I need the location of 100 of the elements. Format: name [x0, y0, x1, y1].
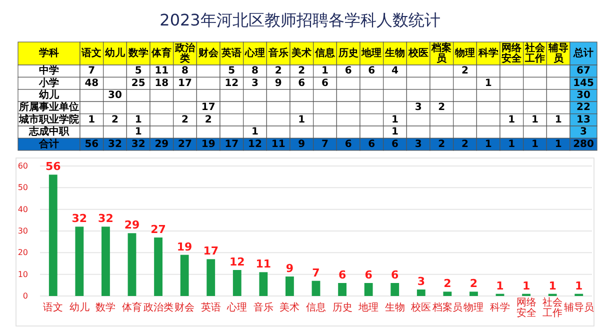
x-tick-label: 科学	[490, 302, 510, 314]
data-label: 1	[252, 126, 259, 138]
data-label: 6	[364, 268, 373, 282]
data-label: 12	[224, 78, 239, 89]
x-tick-label: 体育	[150, 47, 172, 59]
data-label: 17	[224, 138, 239, 150]
data-label: 6	[338, 268, 346, 282]
data-label: 8	[252, 66, 259, 77]
data-label: 2	[298, 66, 306, 77]
data-label: 6	[368, 66, 376, 77]
bar	[154, 238, 162, 296]
y-tick-label: 20	[18, 248, 28, 258]
data-label: 4	[392, 66, 399, 77]
data-label: 1	[392, 126, 399, 138]
x-tick-label: 心理	[244, 47, 265, 59]
bar	[286, 276, 294, 296]
data-label: 25	[131, 78, 146, 89]
data-label: 29	[124, 218, 140, 232]
data-label: 1	[532, 114, 539, 126]
data-label: 27	[178, 138, 192, 150]
x-tick-label: 英语	[200, 302, 221, 314]
x-tick-label: 校医	[410, 302, 432, 314]
data-label: 13	[576, 114, 590, 126]
data-label: 32	[98, 212, 114, 226]
y-tick-label: 所属事业单位	[18, 101, 79, 114]
y-tick-label: 小学	[38, 76, 59, 89]
x-tick-label: 政治类	[143, 302, 174, 314]
data-label: 1	[554, 138, 562, 150]
x-tick-label: 美术	[280, 302, 300, 314]
chart-title: 2023年河北区教师招聘各学科人数统计	[160, 10, 440, 30]
data-label: 3	[414, 138, 422, 150]
data-label: 32	[72, 212, 88, 226]
bar	[443, 292, 452, 296]
x-tick-label: 心理	[226, 302, 248, 314]
x-tick-label: 财会	[174, 302, 195, 314]
data-label: 2	[462, 138, 469, 150]
x-tick-label: 历史	[332, 302, 352, 314]
data-label: 1	[392, 114, 399, 126]
y-tick-label: 0	[22, 292, 28, 300]
data-label: 11	[154, 66, 169, 77]
data-label: 3	[417, 275, 425, 288]
x-tick-label: 音乐	[267, 47, 288, 59]
data-label: 1	[522, 279, 530, 292]
data-label: 1	[575, 279, 583, 292]
y-tick-label: 50	[18, 183, 28, 192]
x-tick-label: 地理	[360, 47, 382, 59]
y-tick-label: 40	[18, 204, 28, 214]
data-label: 1	[134, 114, 142, 126]
x-tick-label: 物理	[454, 47, 475, 59]
data-label: 67	[576, 66, 590, 77]
bar	[128, 233, 136, 296]
data-label: 56	[84, 138, 99, 150]
data-label: 29	[154, 138, 169, 150]
data-label: 27	[150, 223, 166, 236]
x-tick-label: 数学	[96, 302, 116, 314]
bar	[416, 290, 426, 296]
data-label: 12	[248, 138, 262, 150]
data-label: 17	[178, 78, 192, 89]
data-label: 9	[298, 138, 306, 150]
x-tick-label: 社会工作	[542, 296, 563, 319]
data-label: 7	[88, 66, 96, 77]
data-label: 1	[496, 279, 504, 292]
data-label: 9	[274, 78, 282, 89]
bar	[390, 283, 400, 296]
x-tick-label: 美术	[290, 47, 313, 59]
data-label: 6	[368, 138, 376, 150]
data-label: 32	[108, 138, 122, 150]
bar	[180, 254, 189, 296]
bar	[470, 292, 478, 296]
x-tick-label: 幼儿	[104, 47, 126, 59]
bar	[206, 259, 216, 296]
data-label: 56	[45, 160, 62, 174]
data-label: 8	[182, 66, 189, 77]
data-label: 17	[203, 244, 219, 258]
x-tick-label: 体育	[122, 302, 142, 314]
x-tick-label: 总计	[572, 47, 594, 59]
data-label: 30	[108, 90, 122, 101]
data-label: 1	[484, 78, 492, 89]
x-tick-label: 辅导员	[564, 302, 594, 314]
bar	[48, 174, 58, 296]
data-label: 3	[252, 78, 259, 89]
data-label: 32	[131, 138, 146, 150]
data-label: 5	[228, 66, 236, 77]
data-label: 2	[274, 66, 282, 77]
data-label: 6	[344, 66, 352, 77]
y-axis-title: 学科	[39, 47, 59, 59]
data-label: 2	[112, 114, 119, 126]
data-label: 6	[344, 138, 352, 150]
data-label: 2	[470, 277, 478, 290]
data-label: 7	[322, 138, 329, 150]
y-tick-label: 幼儿	[38, 89, 60, 101]
x-tick-label: 生物	[384, 302, 405, 314]
x-tick-label: 校医	[407, 47, 428, 59]
bar	[75, 226, 84, 296]
y-tick-label: 合计	[38, 138, 59, 150]
data-label: 1	[532, 138, 539, 150]
x-tick-label: 财会	[197, 47, 220, 59]
bar	[259, 272, 268, 296]
data-label: 145	[573, 78, 594, 89]
data-label: 1	[298, 114, 306, 126]
